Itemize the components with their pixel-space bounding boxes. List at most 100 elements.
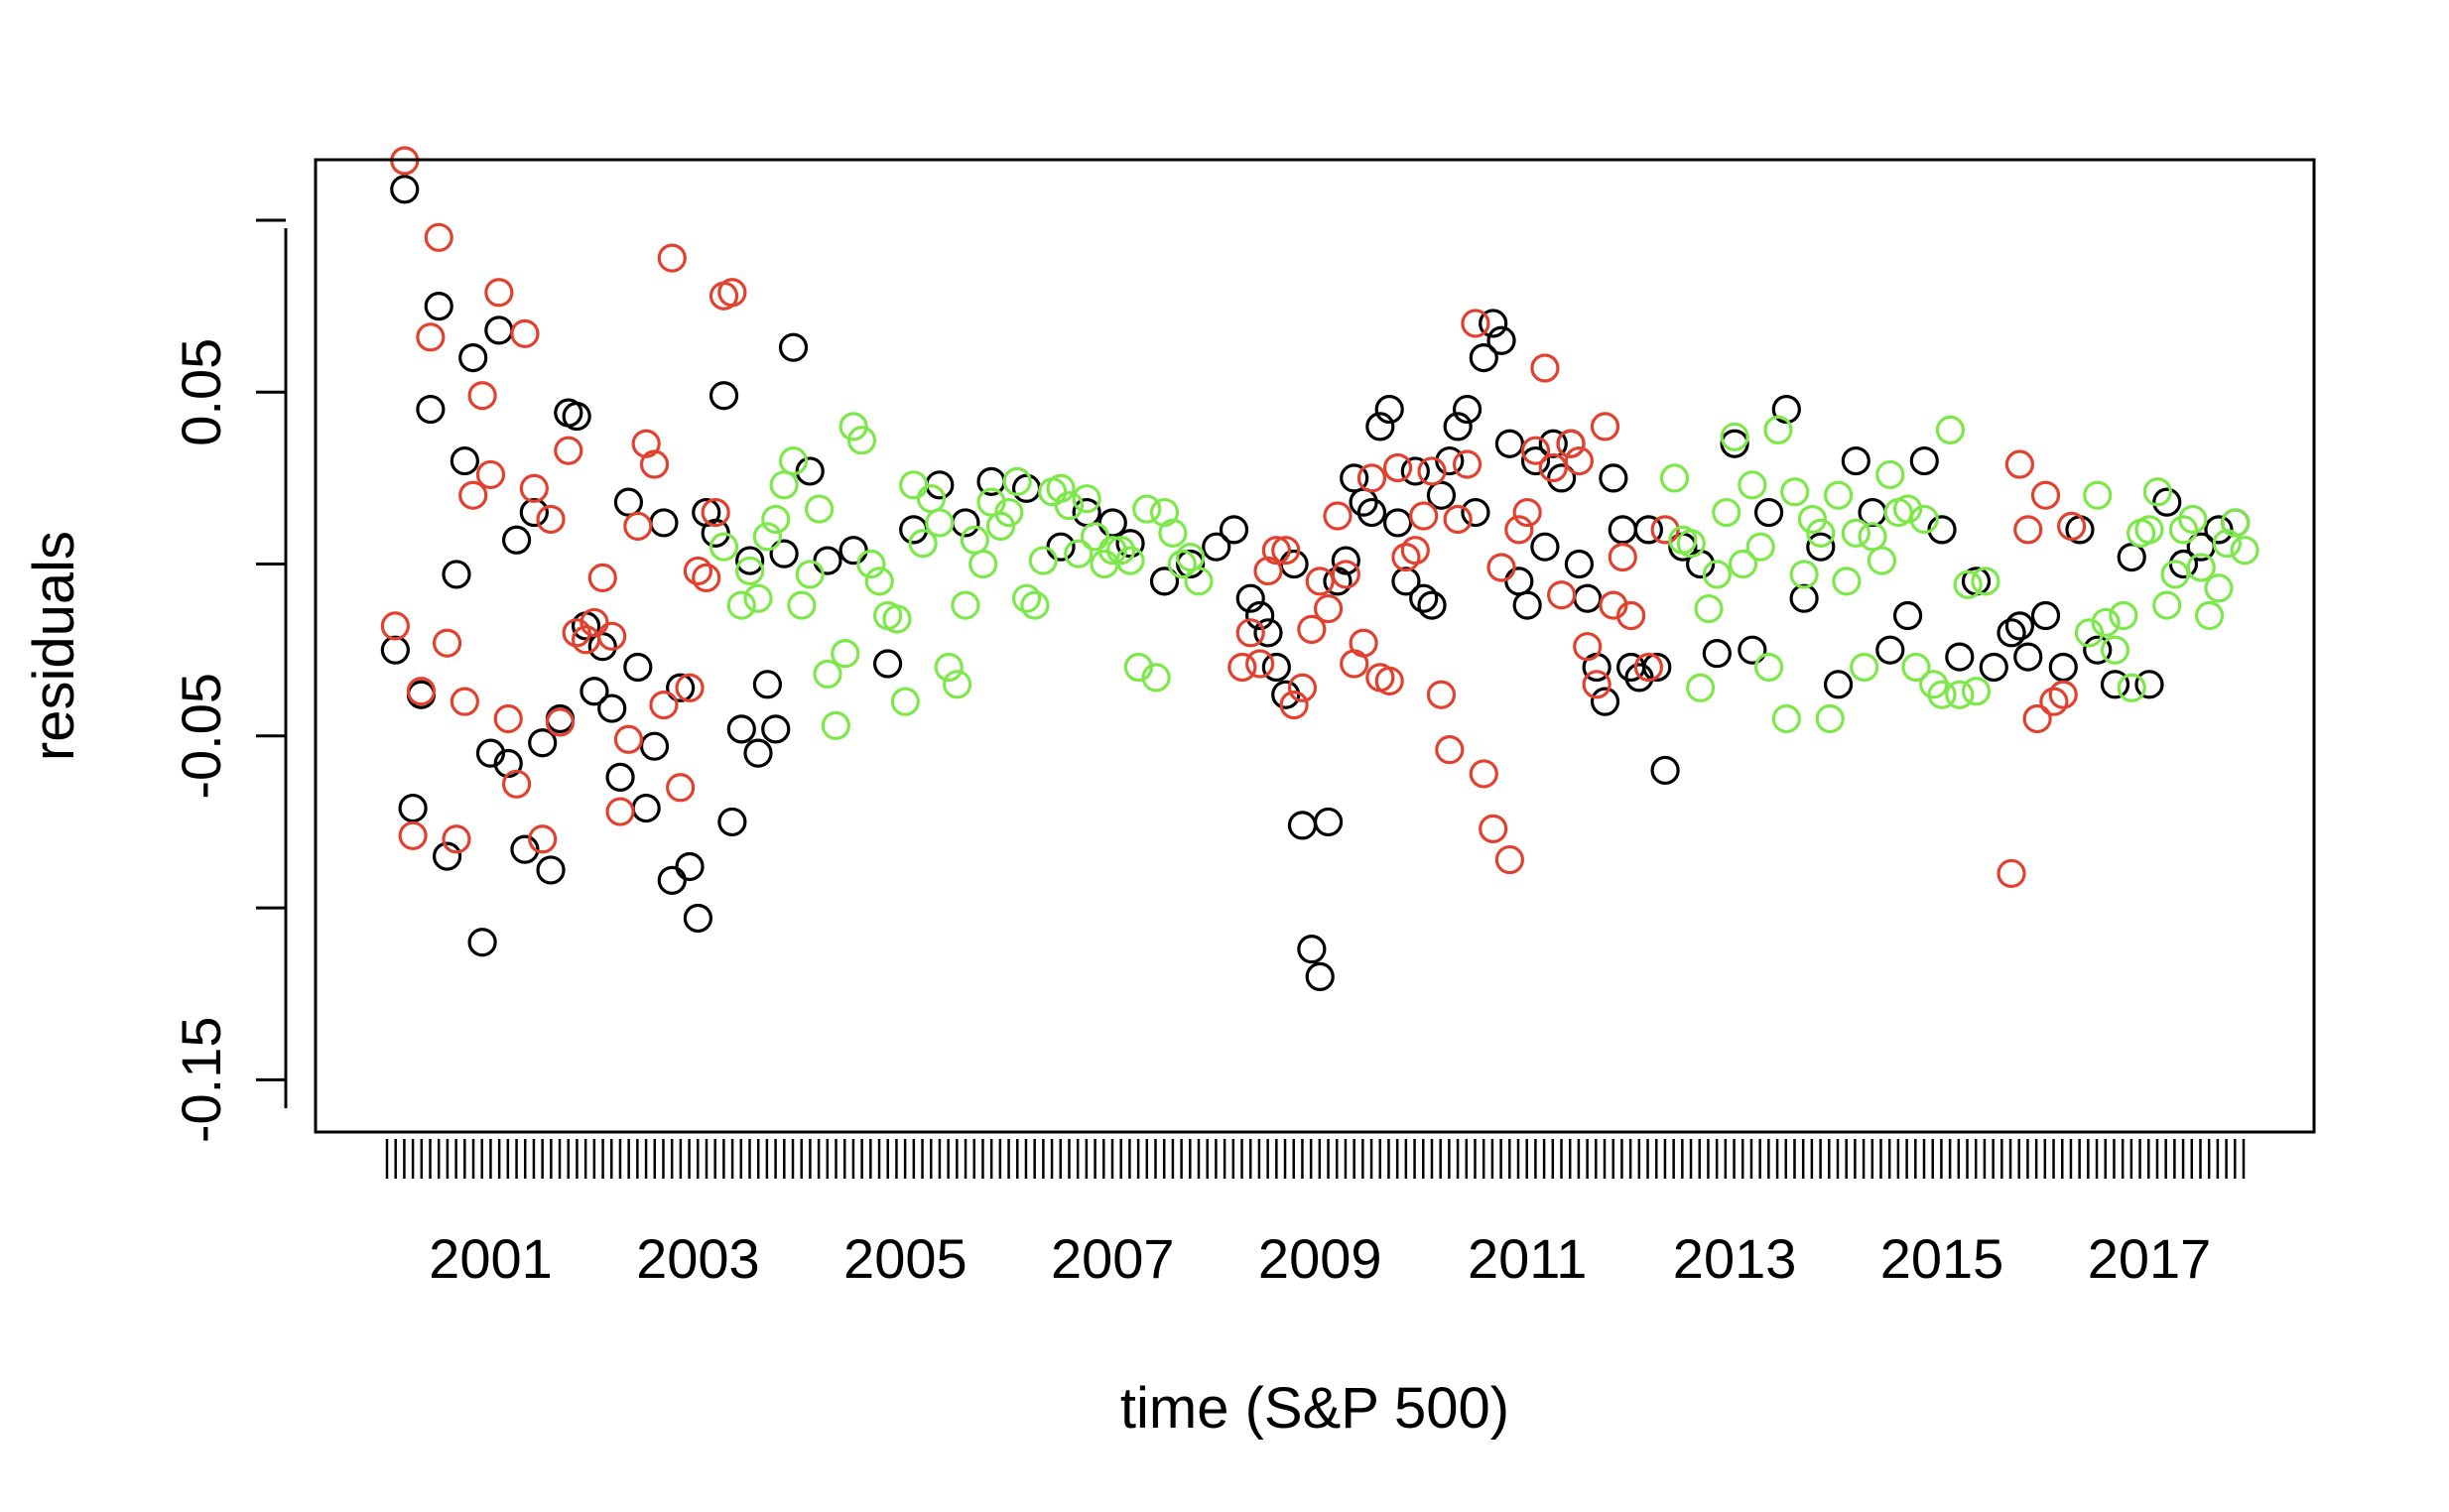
point-black xyxy=(501,525,532,555)
point-black xyxy=(2100,670,2130,699)
point-red xyxy=(1494,844,1525,875)
point-black xyxy=(2204,515,2234,545)
point-black xyxy=(484,315,514,345)
point-green xyxy=(951,590,980,620)
point-red xyxy=(1633,652,1663,683)
point-green xyxy=(1720,422,1749,451)
point-red xyxy=(519,473,549,503)
point-black xyxy=(1279,549,1309,579)
point-black xyxy=(1097,508,1127,538)
point-green xyxy=(813,659,842,690)
point-black xyxy=(398,793,428,823)
point-black xyxy=(639,731,670,761)
point-black xyxy=(1245,600,1275,631)
point-green xyxy=(1054,491,1085,521)
point-black xyxy=(1479,309,1508,338)
point-red xyxy=(1520,436,1551,465)
point-black xyxy=(1331,546,1360,575)
point-black xyxy=(1979,652,2008,683)
point-green xyxy=(778,445,809,476)
point-black xyxy=(1426,480,1457,510)
point-green xyxy=(890,687,920,716)
point-red xyxy=(1279,691,1309,720)
point-black xyxy=(1624,663,1654,693)
point-black xyxy=(1115,529,1145,559)
point-green xyxy=(2083,480,2113,510)
point-red xyxy=(1461,309,1490,338)
point-red xyxy=(1469,759,1498,789)
point-black xyxy=(683,903,713,934)
point-green xyxy=(856,549,886,579)
point-black xyxy=(1573,583,1603,613)
x-tick-label: 2017 xyxy=(2088,1227,2212,1290)
point-black xyxy=(1409,583,1439,613)
point-green xyxy=(769,470,799,500)
point-red xyxy=(380,611,410,641)
point-black xyxy=(1512,590,1542,620)
point-black xyxy=(752,670,783,699)
point-black xyxy=(1305,961,1335,991)
point-black xyxy=(458,343,488,373)
point-black xyxy=(580,677,609,706)
point-black xyxy=(1789,583,1819,613)
point-black xyxy=(1469,343,1498,373)
point-red xyxy=(1382,452,1413,483)
point-green xyxy=(2074,618,2104,648)
point-black xyxy=(1452,394,1482,425)
point-green xyxy=(1945,680,1975,709)
point-red xyxy=(701,497,730,528)
point-green xyxy=(1935,415,1965,444)
point-red xyxy=(1608,542,1637,572)
point-red xyxy=(580,607,609,638)
point-black xyxy=(450,445,479,476)
point-black xyxy=(1297,935,1327,964)
x-tick-label: 2001 xyxy=(429,1227,553,1290)
point-black xyxy=(613,487,644,517)
point-green xyxy=(2100,635,2130,665)
point-green xyxy=(1841,518,1870,548)
point-black xyxy=(2030,600,2061,631)
point-green xyxy=(1097,536,1127,566)
point-green xyxy=(1763,415,1793,444)
point-red xyxy=(2057,511,2087,542)
point-red xyxy=(666,773,696,803)
point-red xyxy=(1997,858,2026,889)
point-green xyxy=(1753,652,1784,683)
point-black xyxy=(2013,642,2043,672)
point-black xyxy=(1219,515,1249,545)
point-green xyxy=(1771,703,1801,734)
point-red xyxy=(1599,590,1628,620)
point-green xyxy=(2134,515,2164,545)
point-green xyxy=(1909,504,1939,535)
point-green xyxy=(985,511,1016,542)
point-black xyxy=(528,728,558,758)
x-tick-label: 2013 xyxy=(1673,1227,1797,1290)
point-green xyxy=(2221,508,2251,538)
point-red xyxy=(1452,449,1482,479)
y-tick-label: -0.05 xyxy=(170,673,232,800)
point-red xyxy=(1313,593,1344,624)
point-red xyxy=(406,677,437,706)
point-green xyxy=(2142,477,2172,507)
point-black xyxy=(1909,445,1939,476)
point-black xyxy=(1806,532,1836,562)
point-red xyxy=(649,691,679,720)
point-black xyxy=(1253,618,1283,648)
point-black xyxy=(562,401,591,432)
point-red xyxy=(1417,456,1447,486)
point-black xyxy=(1642,652,1672,683)
point-green xyxy=(795,560,825,589)
point-black xyxy=(1340,463,1369,493)
point-red xyxy=(1409,501,1439,531)
x-rug-ticks xyxy=(385,1139,2246,1179)
point-red xyxy=(554,436,583,465)
point-black xyxy=(743,738,773,768)
point-black xyxy=(1149,567,1180,596)
point-red xyxy=(657,243,687,273)
point-red xyxy=(1530,353,1560,383)
point-black xyxy=(2083,635,2113,665)
point-black xyxy=(1823,670,1854,699)
point-green xyxy=(1115,546,1145,575)
point-green xyxy=(1858,522,1887,552)
x-tick-label: 2005 xyxy=(843,1227,967,1290)
